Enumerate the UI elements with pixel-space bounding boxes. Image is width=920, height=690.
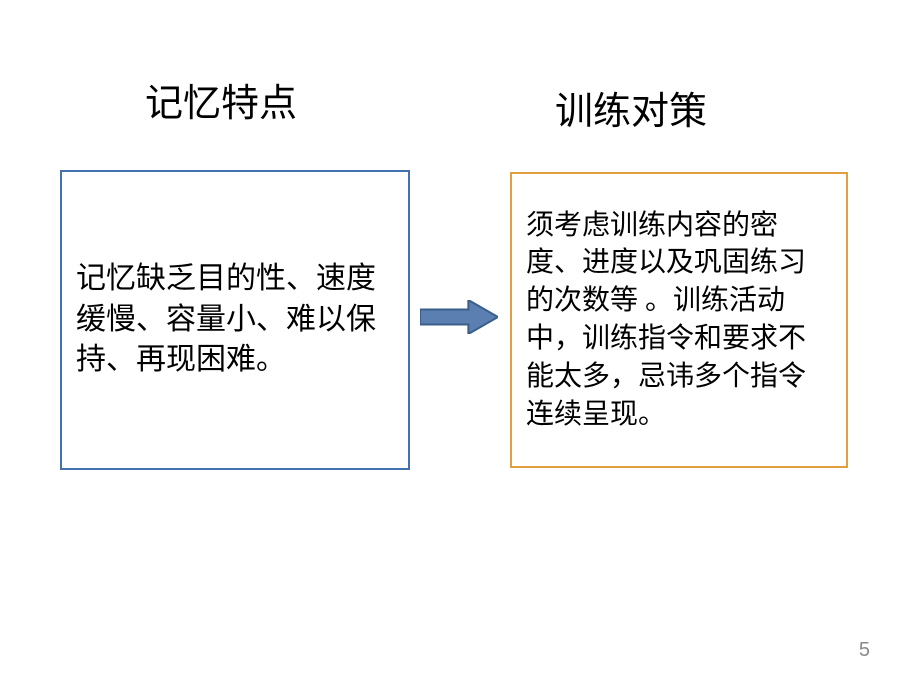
page-number: 5	[859, 639, 870, 662]
heading-right: 训练对策	[555, 80, 707, 135]
arrow-shape	[420, 300, 498, 334]
heading-left: 记忆特点	[145, 72, 297, 127]
box-left: 记忆缺乏目的性、速度缓慢、容量小、难以保持、再现困难。	[60, 170, 410, 470]
box-right-text: 须考虑训练内容的密度、进度以及巩固练习的次数等 。训练活动中，训练指令和要求不能…	[526, 207, 832, 434]
box-right: 须考虑训练内容的密度、进度以及巩固练习的次数等 。训练活动中，训练指令和要求不能…	[510, 172, 848, 468]
box-left-text: 记忆缺乏目的性、速度缓慢、容量小、难以保持、再现困难。	[76, 259, 394, 381]
slide: 记忆特点 训练对策 记忆缺乏目的性、速度缓慢、容量小、难以保持、再现困难。 须考…	[0, 0, 920, 690]
arrow-right-icon	[420, 300, 498, 334]
